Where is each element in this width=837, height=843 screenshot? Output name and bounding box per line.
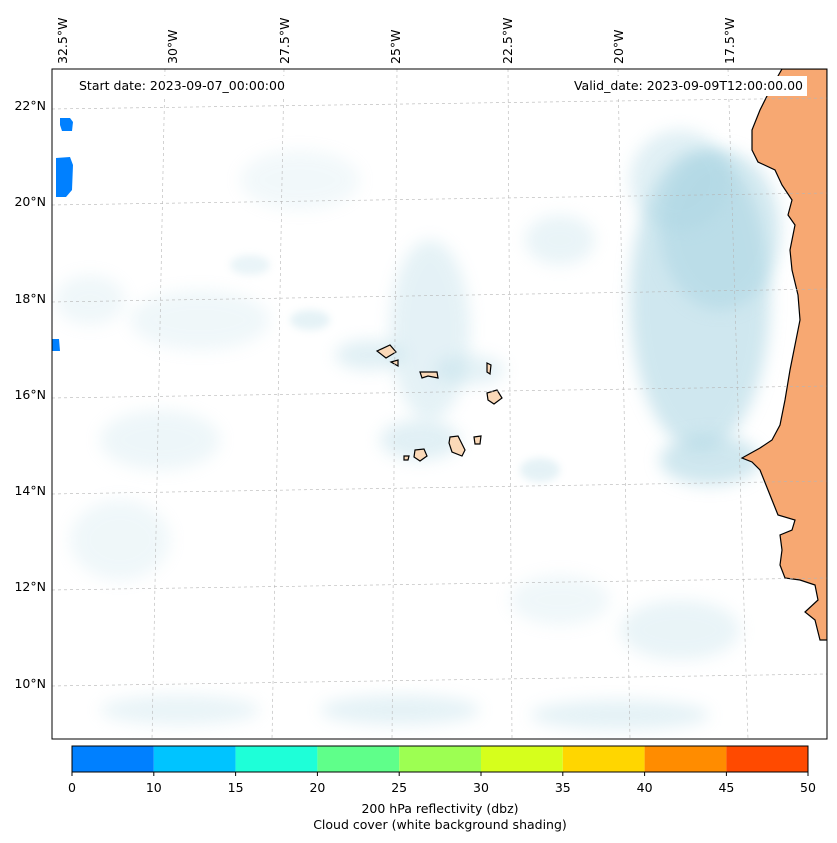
island-santiago	[448, 435, 466, 457]
colorbar-title-line1: 200 hPa reflectivity (dbz)	[361, 801, 519, 816]
lon-labels: 32.5°W 30°W 27.5°W 25°W 22.5°W 20°W 17.5…	[55, 18, 737, 64]
lat-label: 10°N	[14, 676, 46, 691]
colorbar-segment	[562, 746, 645, 772]
colorbar-tick: 45	[718, 780, 734, 795]
colorbar-segment	[399, 746, 481, 772]
colorbar-segment	[317, 746, 400, 772]
lat-label: 18°N	[14, 291, 46, 306]
reflectivity-patch	[52, 339, 60, 351]
map-frame	[51, 68, 828, 740]
lon-label: 27.5°W	[277, 18, 292, 64]
colorbar-segment	[726, 746, 808, 772]
colorbar-tick: 15	[228, 780, 244, 795]
colorbar-tick: 30	[473, 780, 489, 795]
colorbar-segment	[72, 746, 154, 772]
colorbar-segment	[153, 746, 236, 772]
lon-label: 25°W	[388, 29, 403, 64]
lon-label: 22.5°W	[500, 18, 515, 64]
colorbar-tick: 50	[800, 780, 816, 795]
start-date-label: Start date: 2023-09-07_00:00:00	[75, 76, 289, 96]
lat-label: 12°N	[14, 579, 46, 594]
colorbar-tick: 35	[555, 780, 571, 795]
cape-verde-islands	[375, 344, 503, 462]
island-brava	[403, 455, 410, 461]
lat-labels: 22°N 20°N 18°N 16°N 14°N 12°N 10°N	[14, 98, 46, 691]
cloud-cover-layer	[55, 130, 780, 730]
lon-label: 30°W	[165, 29, 180, 64]
island-boa-vista	[486, 389, 503, 405]
lat-label: 20°N	[14, 194, 46, 209]
reflectivity-patches	[52, 118, 73, 351]
colorbar-segment	[235, 746, 318, 772]
colorbar-tick: 40	[637, 780, 653, 795]
island-sal	[486, 362, 492, 376]
colorbar-segment	[481, 746, 563, 772]
reflectivity-patch	[56, 157, 73, 197]
colorbar: 0 10 15 20 25 30 35 40 45 50	[68, 745, 816, 795]
island-santo-antao	[375, 344, 397, 359]
valid-date-label: Valid_date: 2023-09-09T12:00:00.00	[569, 76, 807, 96]
mainland-africa	[740, 69, 827, 641]
island-fogo	[413, 448, 428, 462]
colorbar-tick: 25	[391, 780, 407, 795]
lon-label: 17.5°W	[722, 18, 737, 64]
lat-label: 22°N	[14, 98, 46, 113]
colorbar-frame	[71, 745, 809, 773]
lat-label: 14°N	[14, 483, 46, 498]
island-maio	[473, 435, 482, 445]
gridlines	[52, 69, 827, 739]
colorbar-segment	[644, 746, 727, 772]
lon-label: 20°W	[611, 29, 626, 64]
reflectivity-patch	[60, 118, 73, 131]
colorbar-title: 200 hPa reflectivity (dbz) Cloud cover (…	[72, 801, 808, 833]
colorbar-tick: 10	[146, 780, 162, 795]
lon-label: 32.5°W	[55, 18, 70, 64]
colorbar-title-line2: Cloud cover (white background shading)	[313, 817, 567, 832]
colorbar-tick: 20	[309, 780, 325, 795]
colorbar-tick: 0	[68, 780, 76, 795]
island-sao-nicolau	[419, 371, 439, 379]
lat-label: 16°N	[14, 387, 46, 402]
